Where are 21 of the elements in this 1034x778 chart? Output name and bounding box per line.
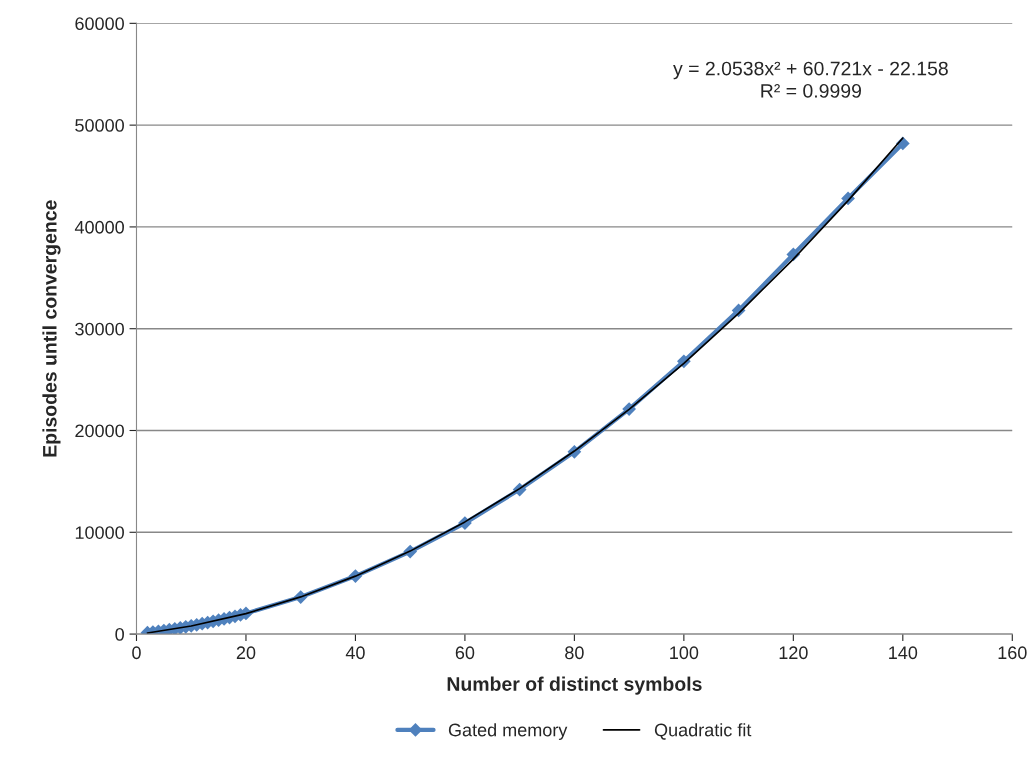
x-tick-label: 160 [998, 646, 1027, 660]
annotation: y = 2.0538x² + 60.721x - 22.158 R² = 0.9999 [673, 61, 948, 98]
y-tick-label: 40000 [74, 220, 124, 234]
legend-label: Quadratic fit [654, 723, 752, 740]
x-tick-label: 20 [236, 646, 256, 660]
x-tick-label: 60 [455, 646, 475, 660]
y-tick-label: 0 [115, 628, 124, 641]
x-axis-title: Number of distinct symbols [447, 676, 702, 695]
x-tick-label: 0 [132, 646, 141, 660]
x-tick-label: 80 [565, 646, 584, 660]
x-tick-label: 140 [889, 646, 918, 660]
y-tick-label: 50000 [75, 119, 124, 132]
x-tick-label: 40 [345, 646, 365, 660]
y-axis-title: Episodes until convergence [42, 200, 61, 457]
x-tick-label: 100 [670, 646, 699, 660]
x-tick-label: 120 [779, 646, 808, 660]
y-tick-label: 10000 [75, 526, 124, 539]
y-tick-label: 20000 [75, 424, 124, 438]
y-tick-label: 60000 [75, 17, 124, 31]
y-tick-label: 30000 [75, 322, 124, 336]
legend-label: Gated memory [448, 723, 568, 740]
